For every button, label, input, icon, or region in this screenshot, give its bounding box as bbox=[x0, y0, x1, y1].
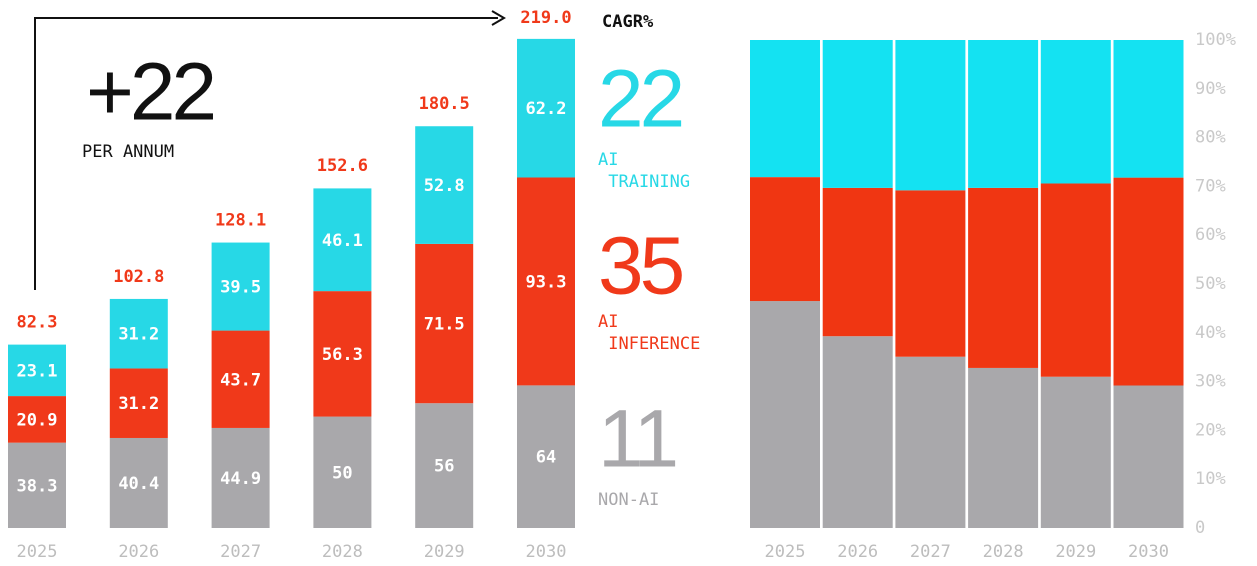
y-tick-label: 100% bbox=[1195, 30, 1236, 50]
x-tick-label: 2029 bbox=[1055, 542, 1096, 562]
y-tick-label: 30% bbox=[1195, 372, 1226, 392]
value-label: 46.1 bbox=[322, 231, 363, 251]
x-tick-label: 2025 bbox=[765, 542, 806, 562]
bar-segment bbox=[8, 344, 66, 397]
y-tick-label: 40% bbox=[1195, 323, 1226, 343]
y-tick-label: 60% bbox=[1195, 225, 1226, 245]
legend-cagr: 22 bbox=[598, 54, 682, 145]
bar-segment bbox=[109, 298, 168, 369]
arrow-head bbox=[491, 10, 506, 26]
value-label: 20.9 bbox=[17, 410, 58, 430]
bar-segment bbox=[313, 188, 372, 292]
bar-segment bbox=[750, 177, 820, 302]
bar-segment bbox=[822, 336, 893, 528]
total-label: 219.0 bbox=[520, 8, 571, 28]
bar-segment bbox=[895, 40, 966, 191]
bar-segment bbox=[895, 190, 966, 357]
bar-segment bbox=[211, 242, 270, 331]
value-label: 93.3 bbox=[526, 272, 567, 292]
x-tick-label: 2026 bbox=[837, 542, 878, 562]
x-tick-label: 2026 bbox=[118, 542, 159, 562]
value-label: 39.5 bbox=[220, 278, 261, 298]
y-tick-label: 80% bbox=[1195, 128, 1226, 148]
total-label: 128.1 bbox=[215, 211, 266, 231]
bar-segment bbox=[1113, 177, 1184, 386]
bar-segment bbox=[1040, 40, 1111, 184]
bar-segment bbox=[211, 330, 270, 428]
x-tick-label: 2027 bbox=[910, 542, 951, 562]
y-tick-label: 50% bbox=[1195, 274, 1226, 294]
y-tick-label: 0 bbox=[1195, 518, 1205, 538]
value-label: 44.9 bbox=[220, 469, 261, 489]
value-label: 62.2 bbox=[526, 99, 567, 119]
value-label: 52.8 bbox=[424, 176, 465, 196]
legend-label: AI INFERENCE bbox=[598, 312, 700, 354]
value-label: 43.7 bbox=[220, 370, 261, 390]
value-label: 23.1 bbox=[17, 361, 58, 381]
bar-segment bbox=[517, 177, 575, 386]
x-tick-label: 2029 bbox=[424, 542, 465, 562]
legend-label: AI TRAINING bbox=[598, 150, 690, 192]
total-label: 152.6 bbox=[317, 156, 368, 176]
x-tick-label: 2025 bbox=[17, 542, 58, 562]
x-tick-label: 2028 bbox=[322, 542, 363, 562]
bar-segment bbox=[211, 427, 270, 528]
bar-segment bbox=[415, 403, 474, 528]
bar-segment bbox=[517, 38, 575, 178]
bar-segment bbox=[822, 187, 893, 337]
total-label: 180.5 bbox=[419, 94, 470, 114]
bar-segment bbox=[1113, 40, 1184, 178]
y-tick-label: 20% bbox=[1195, 420, 1226, 440]
y-tick-label: 70% bbox=[1195, 176, 1226, 196]
value-label: 31.2 bbox=[118, 394, 159, 414]
bar-segment bbox=[109, 368, 168, 438]
bar-segment bbox=[968, 367, 1039, 528]
bar-segment bbox=[822, 40, 893, 188]
bar-segment bbox=[750, 40, 820, 178]
bar-segment bbox=[1040, 183, 1111, 377]
bar-segment bbox=[313, 291, 372, 417]
value-label: 31.2 bbox=[118, 325, 159, 345]
legend-title: CAGR% bbox=[602, 12, 654, 32]
total-label: 82.3 bbox=[17, 313, 58, 333]
value-label: 56.3 bbox=[322, 345, 363, 365]
value-label: 40.4 bbox=[118, 474, 159, 494]
value-label: 38.3 bbox=[17, 476, 58, 496]
bar-segment bbox=[313, 416, 372, 528]
value-label: 71.5 bbox=[424, 315, 465, 335]
bar-segment bbox=[895, 356, 966, 528]
bar-segment bbox=[1040, 376, 1111, 528]
x-tick-label: 2030 bbox=[1128, 542, 1169, 562]
bar-segment bbox=[968, 187, 1039, 368]
legend-cagr: 11 bbox=[598, 394, 676, 485]
arrow bbox=[34, 17, 498, 290]
bar-segment bbox=[517, 385, 575, 528]
x-tick-label: 2028 bbox=[983, 542, 1024, 562]
value-label: 64 bbox=[536, 448, 556, 468]
x-tick-label: 2030 bbox=[526, 542, 567, 562]
bar-segment bbox=[1113, 385, 1184, 528]
value-label: 56 bbox=[434, 457, 454, 477]
bar-segment bbox=[415, 243, 474, 404]
bar-segment bbox=[109, 437, 168, 528]
value-label: 50 bbox=[332, 463, 352, 483]
bar-segment bbox=[750, 301, 820, 528]
y-tick-label: 90% bbox=[1195, 79, 1226, 99]
bar-segment bbox=[968, 40, 1039, 188]
legend-cagr: 35 bbox=[598, 221, 683, 312]
y-tick-label: 10% bbox=[1195, 469, 1226, 489]
headline: +22 bbox=[86, 47, 213, 138]
x-tick-label: 2027 bbox=[220, 542, 261, 562]
bar-segment bbox=[415, 126, 474, 244]
bar-segment bbox=[8, 442, 66, 528]
total-label: 102.8 bbox=[113, 267, 164, 287]
legend-label: NON-AI bbox=[598, 490, 659, 510]
headline-caption: PER ANNUM bbox=[82, 142, 174, 162]
bar-segment bbox=[8, 396, 66, 443]
